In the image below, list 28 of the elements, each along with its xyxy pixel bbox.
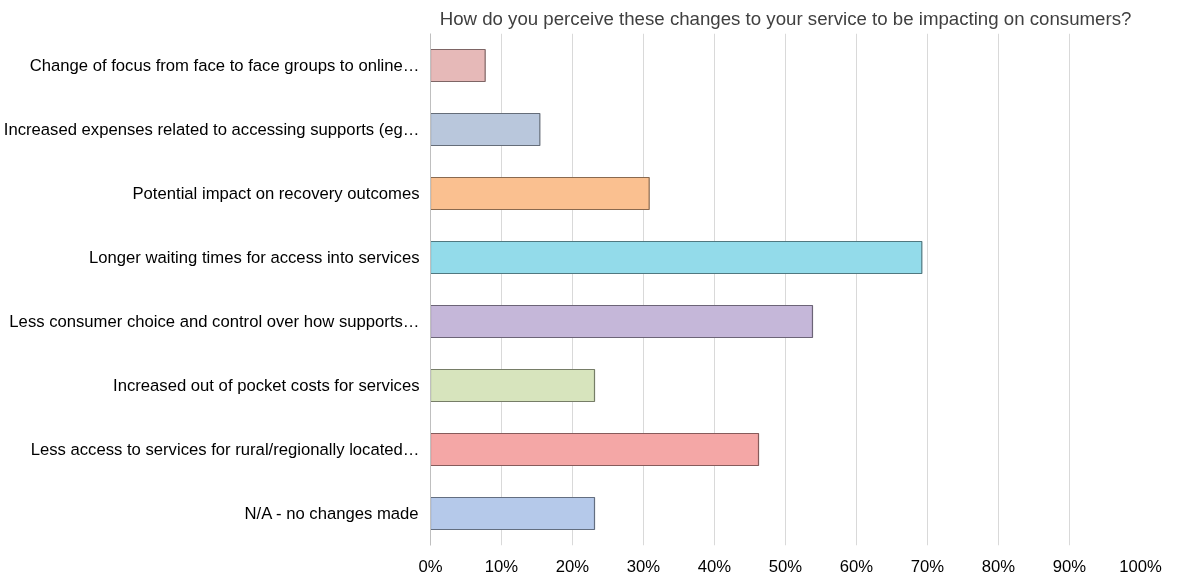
bar [430,368,596,403]
chart-title: How do you perceive these changes to your service to be impacting on consumers? [439,7,1132,29]
x-tick-label: 10% [484,556,519,576]
x-tick-label: 90% [1052,556,1087,576]
y-tick-label: Less access to services for rural/regionally located… [30,440,420,459]
x-tick-label: 70% [910,556,945,576]
x-tick-label: 80% [981,556,1016,576]
bar [430,432,760,467]
bar [430,304,814,339]
y-tick-label: Potential impact on recovery outcomes [132,184,420,203]
y-tick-label: Change of focus from face to face groups to online… [29,56,420,75]
bar [430,176,650,211]
x-tick-label: 50% [768,556,803,576]
y-tick-label: Increased expenses related to accessing supports (eg… [3,120,420,139]
x-tick-label: 0% [418,556,443,576]
y-tick-label: Longer waiting times for access into services [89,248,420,267]
bar [430,240,923,275]
bar [430,48,486,83]
bar [430,112,541,147]
x-tick-label: 30% [626,556,661,576]
x-tick-label: 100% [1119,556,1162,576]
y-tick-label: Less consumer choice and control over how supports… [9,312,420,331]
y-tick-label: Increased out of pocket costs for services [113,376,420,395]
y-tick-label: N/A - no changes made [244,504,419,523]
x-tick-label: 40% [697,556,732,576]
x-tick-label: 20% [555,556,590,576]
x-tick-label: 60% [839,556,874,576]
bar [430,496,596,531]
